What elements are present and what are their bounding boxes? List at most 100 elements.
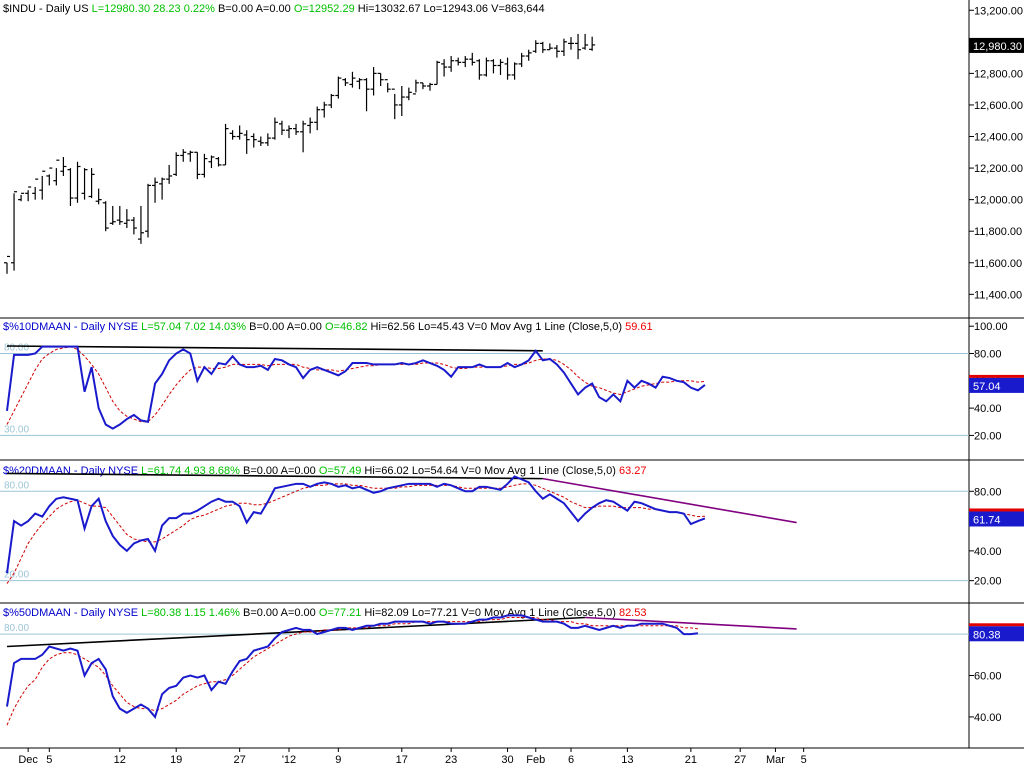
x-tick-label: 6 bbox=[568, 754, 574, 766]
header-item: 82.53 bbox=[616, 607, 647, 619]
y-tick-label: 40.00 bbox=[974, 712, 1002, 724]
header-item: Lo=77.21 bbox=[409, 607, 458, 619]
y-tick-label: 12,600.00 bbox=[974, 100, 1023, 112]
y-tick-label: 20.00 bbox=[974, 576, 1002, 588]
header-item: 59.61 bbox=[622, 321, 653, 333]
header-item: A=0.00 bbox=[278, 607, 316, 619]
header-item: $%50DMAAN - Daily NYSE bbox=[3, 607, 138, 619]
x-tick-label: Dec bbox=[18, 754, 38, 766]
x-tick-label: 21 bbox=[685, 754, 697, 766]
header-item: 7.02 bbox=[181, 321, 205, 333]
x-tick-label: 27 bbox=[734, 754, 746, 766]
y-tick-label: 40.00 bbox=[974, 403, 1002, 415]
last-value-label: 61.74 bbox=[973, 514, 1001, 526]
trendline bbox=[585, 616, 797, 630]
header-item: B=0.00 bbox=[246, 321, 284, 333]
overbought-label: 80.00 bbox=[4, 623, 29, 634]
value-box-cap bbox=[969, 374, 1024, 378]
moving-average-line bbox=[6, 346, 706, 425]
panel-header: $%20DMAAN - Daily NYSE L=61.74 4.93 8.68… bbox=[3, 465, 646, 477]
moving-average-line bbox=[6, 483, 705, 584]
y-tick-label: 13,200.00 bbox=[974, 5, 1023, 17]
x-tick-label: 5 bbox=[46, 754, 52, 766]
y-tick-label: 80.00 bbox=[974, 349, 1002, 361]
last-value-label: 57.04 bbox=[973, 381, 1001, 393]
header-item: O=12952.29 bbox=[291, 3, 355, 15]
y-tick-label: 11,400.00 bbox=[974, 289, 1022, 301]
overbought-label: 80.00 bbox=[4, 343, 29, 354]
header-item: L=57.04 bbox=[138, 321, 181, 333]
header-item: 14.03% bbox=[206, 321, 247, 333]
header-item: O=46.82 bbox=[322, 321, 368, 333]
last-value-box bbox=[969, 377, 1024, 393]
header-item: A=0.00 bbox=[284, 321, 322, 333]
x-tick-label: 27 bbox=[234, 754, 246, 766]
last-value-box bbox=[969, 626, 1024, 642]
trendline bbox=[542, 477, 797, 524]
header-item: B=0.00 bbox=[240, 607, 278, 619]
last-value-label: 12,980.30 bbox=[973, 41, 1022, 53]
last-value-box bbox=[969, 511, 1024, 527]
x-tick-label: '12 bbox=[282, 754, 296, 766]
oversold-label: 20.00 bbox=[4, 570, 29, 581]
header-item: 63.27 bbox=[616, 465, 647, 477]
header-item: Hi=66.02 bbox=[361, 465, 408, 477]
y-tick-label: 12,000.00 bbox=[974, 195, 1023, 207]
x-tick-label: 9 bbox=[335, 754, 341, 766]
header-item: Lo=12943.06 bbox=[420, 3, 488, 15]
trendline bbox=[6, 472, 543, 480]
y-tick-label: 11,800.00 bbox=[974, 226, 1022, 238]
header-item: 1.46% bbox=[206, 607, 240, 619]
header-item: Lo=54.64 bbox=[409, 465, 458, 477]
header-item: 8.68% bbox=[206, 465, 240, 477]
indicator-line bbox=[6, 345, 706, 430]
header-item: Mov Avg 1 Line (Close,5,0) bbox=[487, 321, 622, 333]
panel-header: $%10DMAAN - Daily NYSE L=57.04 7.02 14.0… bbox=[3, 321, 653, 333]
x-tick-label: 12 bbox=[114, 754, 126, 766]
header-item: Mov Avg 1 Line (Close,5,0) bbox=[481, 465, 616, 477]
x-tick-label: 23 bbox=[445, 754, 457, 766]
value-box-cap bbox=[969, 623, 1024, 627]
indicator-line bbox=[6, 475, 706, 574]
x-tick-label: 19 bbox=[170, 754, 182, 766]
header-item: 28.23 bbox=[150, 3, 181, 15]
indicator-line bbox=[6, 614, 699, 719]
header-item: $%10DMAAN - Daily NYSE bbox=[3, 321, 138, 333]
overbought-label: 80.00 bbox=[4, 480, 29, 491]
header-item: B=0.00 bbox=[240, 465, 278, 477]
x-tick-label: 5 bbox=[801, 754, 807, 766]
header-item: L=12980.30 bbox=[89, 3, 150, 15]
x-tick-label: 17 bbox=[396, 754, 408, 766]
header-item: V=0 bbox=[458, 607, 481, 619]
last-value-label: 80.38 bbox=[973, 629, 1001, 641]
y-tick-label: 100.00 bbox=[974, 321, 1008, 333]
header-item: V=863,644 bbox=[488, 3, 545, 15]
header-item: V=0 bbox=[464, 321, 487, 333]
value-box-cap bbox=[969, 508, 1024, 512]
header-item: Hi=82.09 bbox=[361, 607, 408, 619]
x-tick-label: Mar bbox=[766, 754, 785, 766]
header-item: A=0.00 bbox=[278, 465, 316, 477]
y-tick-label: 11,600.00 bbox=[974, 258, 1022, 270]
header-item: V=0 bbox=[458, 465, 481, 477]
y-tick-label: 40.00 bbox=[974, 546, 1002, 558]
y-tick-label: 60.00 bbox=[974, 671, 1002, 683]
header-item: A=0.00 bbox=[253, 3, 291, 15]
moving-average-line bbox=[6, 617, 698, 726]
header-item: $INDU - Daily US bbox=[3, 3, 89, 15]
y-tick-label: 12,200.00 bbox=[974, 163, 1023, 175]
header-item: Lo=45.43 bbox=[415, 321, 464, 333]
x-tick-label: 13 bbox=[621, 754, 633, 766]
header-item: Hi=62.56 bbox=[368, 321, 415, 333]
y-tick-label: 12,800.00 bbox=[974, 68, 1023, 80]
header-item: B=0.00 bbox=[215, 3, 253, 15]
header-item: O=57.49 bbox=[316, 465, 362, 477]
x-tick-label: 30 bbox=[501, 754, 513, 766]
header-item: 4.93 bbox=[181, 465, 205, 477]
header-item: Hi=13032.67 bbox=[355, 3, 421, 15]
panel-header: $INDU - Daily US L=12980.30 28.23 0.22% … bbox=[3, 3, 545, 15]
trendline bbox=[6, 616, 586, 648]
